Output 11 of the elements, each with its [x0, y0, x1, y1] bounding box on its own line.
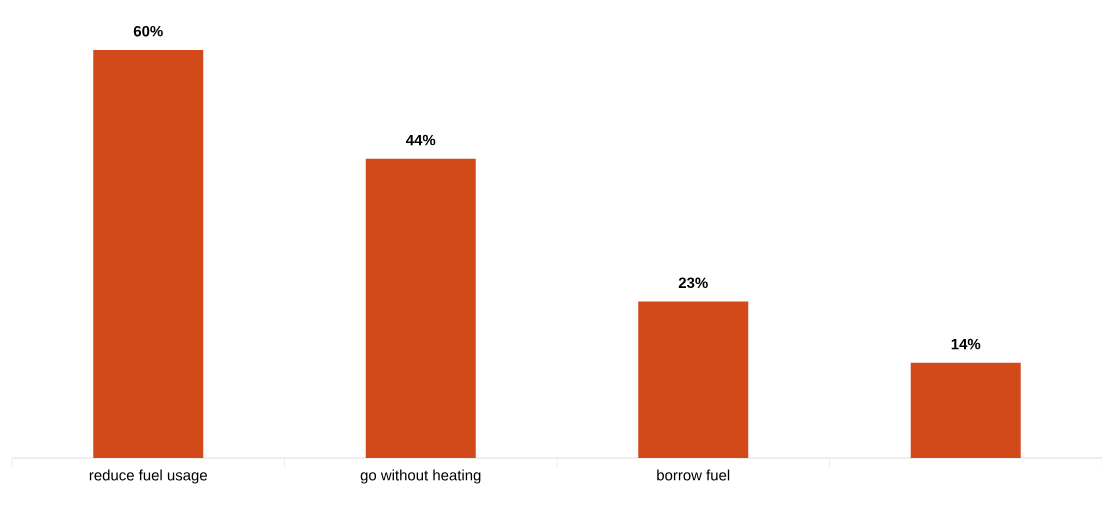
x-tick-label: reduce fuel usage: [89, 469, 207, 484]
bar: [93, 49, 204, 458]
bar: [365, 158, 476, 458]
bar: [910, 362, 1021, 458]
data-label: 23%: [678, 277, 708, 289]
x-tick-label: borrow fuel: [657, 469, 730, 481]
bar: [638, 301, 749, 458]
x-tick-label: go without heating: [360, 469, 481, 484]
data-label: 44%: [406, 134, 436, 146]
data-label: 60%: [133, 25, 163, 37]
data-label: 14%: [951, 338, 981, 350]
